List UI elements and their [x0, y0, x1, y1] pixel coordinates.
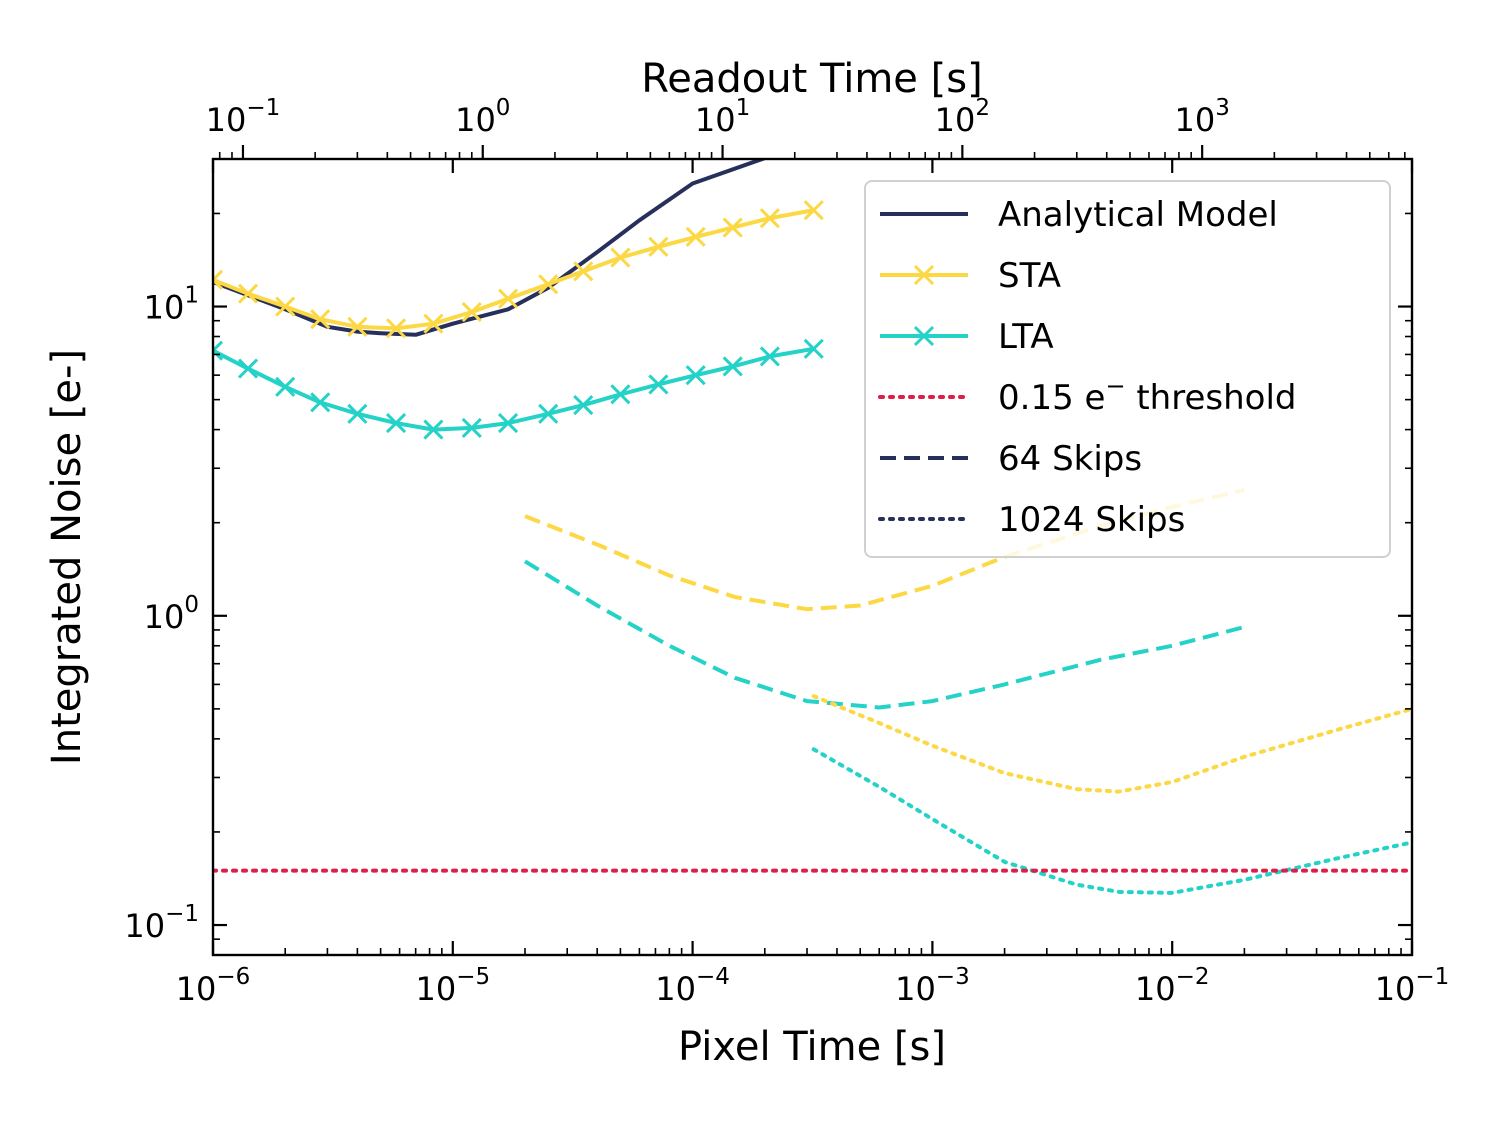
series-2-marker — [213, 340, 224, 361]
series-1-marker — [722, 217, 743, 238]
series-2-marker — [538, 403, 559, 424]
series-1-marker — [275, 296, 296, 317]
series-2-marker — [275, 376, 296, 397]
series-1-marker — [685, 226, 706, 247]
series-1-marker — [423, 313, 444, 334]
series-1-marker — [213, 269, 224, 290]
series-1-marker — [347, 316, 368, 337]
y-tick-label: 101 — [144, 283, 199, 327]
x-axis-label: Pixel Time [s] — [678, 1024, 946, 1070]
series-2-marker — [423, 419, 444, 440]
series-1-marker — [538, 274, 559, 295]
legend-label: Analytical Model — [998, 195, 1278, 235]
top-x-tick-label: 102 — [935, 95, 990, 139]
legend-label: 0.15 e− threshold — [998, 372, 1296, 418]
series-1-marker — [386, 318, 407, 339]
top-x-axis-label: Readout Time [s] — [641, 56, 982, 102]
series-2-marker — [722, 356, 743, 377]
series-1-marker — [803, 200, 824, 221]
series-2-marker — [498, 412, 519, 434]
series-2-marker — [386, 412, 407, 434]
legend-entry: 1024 Skips — [878, 500, 1185, 540]
y-axis-label: Integrated Noise [e-] — [44, 349, 90, 765]
series-1-marker — [310, 309, 331, 330]
x-tick-label: 10−3 — [895, 964, 970, 1008]
legend-entry: 64 Skips — [880, 439, 1142, 479]
legend-entry: LTA — [880, 317, 1054, 357]
series-2-marker — [347, 403, 368, 424]
series-0-line — [213, 159, 769, 337]
series-4-line — [523, 559, 1245, 710]
series-2-marker — [573, 395, 594, 416]
legend-entry: 0.15 e− threshold — [878, 372, 1296, 418]
legend-entry: STA — [880, 256, 1061, 296]
legend: Analytical Model STA LTA 0.15 e− threshold 6… — [864, 180, 1391, 558]
series-2-marker — [237, 358, 259, 379]
x-tick-label: 10−6 — [176, 964, 251, 1008]
x-tick-label: 10−1 — [1375, 964, 1450, 1008]
series-6-line — [811, 747, 1412, 895]
series-1-marker — [461, 301, 482, 323]
series-2-marker — [803, 338, 824, 359]
plot-frame — [211, 157, 1414, 957]
series-5-line — [811, 694, 1412, 794]
series-1-marker — [648, 236, 669, 257]
legend-label: STA — [998, 256, 1061, 296]
y-tick-label: 100 — [144, 592, 199, 636]
series-2-marker — [759, 346, 780, 367]
legend-label: LTA — [998, 317, 1054, 357]
series-1-marker — [498, 288, 519, 309]
series-2-marker — [461, 417, 482, 438]
series-1-line — [213, 208, 815, 331]
series-2-marker — [648, 374, 669, 395]
x-tick-label: 10−2 — [1135, 964, 1210, 1008]
series-1-marker — [573, 261, 594, 282]
legend-label: 1024 Skips — [998, 500, 1185, 540]
top-x-tick-label: 10−1 — [206, 95, 281, 139]
legend-label: 64 Skips — [998, 439, 1142, 479]
series-1-marker — [237, 283, 259, 304]
top-x-tick-label: 103 — [1174, 95, 1229, 139]
y-tick-label: 10−1 — [124, 901, 199, 945]
top-x-tick-label: 101 — [695, 95, 750, 139]
series-layer — [213, 159, 1412, 895]
legend-box — [864, 180, 1391, 558]
ticks-layer: 10−6 10−5 10−4 10−3 10−2 10−1 10−1 100 101 102 103… — [124, 95, 1449, 1008]
x-tick-label: 10−4 — [655, 964, 730, 1008]
legend-entry: Analytical Model — [880, 195, 1278, 235]
series-2-marker — [310, 392, 331, 413]
series-2-marker — [685, 365, 706, 386]
top-x-tick-label: 100 — [455, 95, 510, 139]
series-2-marker — [610, 384, 631, 405]
x-tick-label: 10−5 — [415, 964, 490, 1008]
series-1-marker — [610, 247, 631, 268]
series-1-marker — [759, 208, 780, 229]
